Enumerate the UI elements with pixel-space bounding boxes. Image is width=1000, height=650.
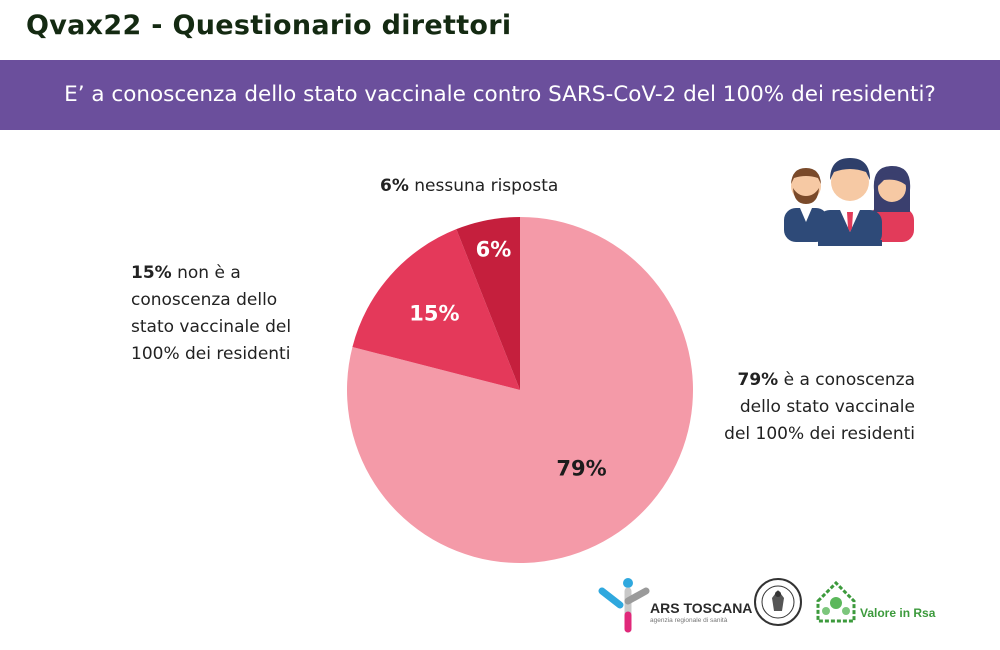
callout-label: non è a conoscenza dello stato vaccinale…: [131, 263, 292, 364]
page-title: Qvax22 - Questionario direttori: [26, 10, 512, 41]
callout-label: è a conoscenza dello stato vaccinale del…: [724, 370, 915, 444]
pie-data-label: 79%: [556, 456, 606, 480]
ars-logo-icon: [598, 578, 650, 633]
question-text: E’ a conoscenza dello stato vaccinale co…: [64, 82, 936, 107]
valore-in-rsa-logo-icon: [816, 580, 856, 623]
callout-label: nessuna risposta: [408, 176, 559, 196]
callout-a-conoscenza: 79% è a conoscenza dello stato vaccinale…: [715, 367, 915, 448]
pie-data-label: 6%: [476, 238, 512, 262]
ars-logo-text: ARS TOSCANA: [650, 600, 753, 616]
pie-chart: 79% 15% 6%: [347, 217, 693, 563]
callout-pct: 79%: [737, 370, 779, 390]
pie-slice-15pct: [352, 229, 520, 390]
pie-data-label: 15%: [409, 301, 459, 325]
callout-pct: 6%: [380, 176, 409, 196]
callout-pct: 15%: [131, 263, 172, 283]
university-seal-icon: [754, 578, 802, 626]
pie-slice-6pct: [456, 217, 520, 390]
partner-logos: ARS TOSCANA agenzia regionale di sanità …: [598, 570, 958, 640]
callout-nessuna-risposta: 6% nessuna risposta: [380, 173, 558, 200]
question-banner: E’ a conoscenza dello stato vaccinale co…: [0, 60, 1000, 130]
callout-non-a-conoscenza: 15% non è a conoscenza dello stato vacci…: [131, 260, 321, 368]
people-group-icon: [784, 158, 914, 246]
ars-logo-subtitle: agenzia regionale di sanità: [650, 617, 728, 624]
valore-in-rsa-text: Valore in Rsa: [860, 606, 936, 620]
